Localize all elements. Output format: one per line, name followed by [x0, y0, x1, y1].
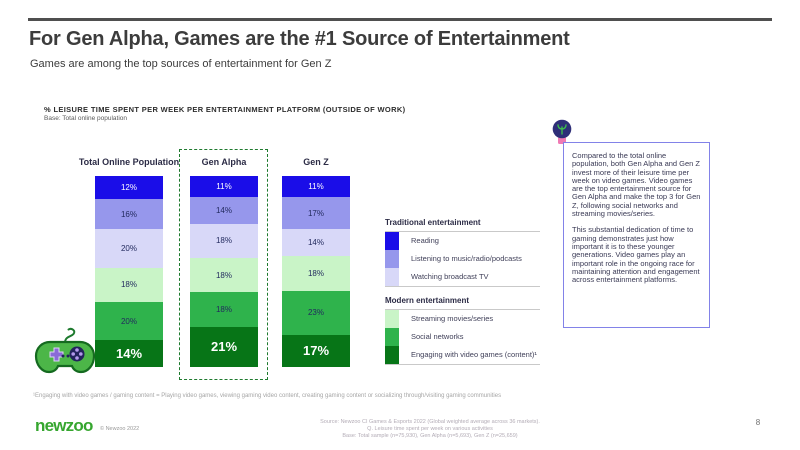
legend-group-traditional-entertainment: Traditional entertainment Reading Listenin…	[385, 218, 540, 287]
legend-label: Engaging with video games (content)¹	[411, 349, 537, 359]
source-attribution: Source: Newzoo CI Games & Esports 2022 (…	[280, 419, 580, 440]
legend-item-reading: Reading	[385, 232, 540, 250]
lightbulb-icon	[552, 119, 572, 144]
insight-text: Compared to the total online population,…	[572, 151, 701, 285]
legend-label: Reading	[411, 235, 439, 245]
legend-label: Listening to music/radio/podcasts	[411, 253, 522, 263]
legend-swatch-icon	[385, 310, 399, 328]
stacked-bar: 12% 16% 20% 18% 20% 14%	[95, 176, 163, 367]
source-line: Base: Total sample (n=75,930), Gen Alpha…	[342, 433, 518, 439]
legend-label: Social networks	[411, 331, 464, 341]
legend-swatch-icon	[385, 232, 399, 250]
chart-base-note: Base: Total online population	[44, 115, 127, 122]
bar-segment-watching-broadcast-tv: 20%	[95, 229, 163, 268]
footnote: ¹Engaging with video games / gaming cont…	[33, 393, 502, 399]
bar-segment-engaging-with-video-games-content: 21%	[190, 326, 258, 367]
newzoo-logo: newzoo	[35, 416, 93, 435]
legend-group-title: Traditional entertainment	[385, 218, 481, 227]
legend-swatch-icon	[385, 268, 399, 286]
insight-text-box: Compared to the total online population,…	[563, 142, 710, 328]
gen-alpha-highlight-box	[179, 149, 268, 380]
source-line: Source: Newzoo CI Games & Esports 2022 (…	[320, 419, 540, 425]
bar-segment-social-networks: 20%	[95, 302, 163, 341]
bar-segment-streaming-movies-series: 18%	[190, 258, 258, 293]
bar-segment-reading: 12%	[95, 176, 163, 199]
bar-category-label: Total Online Population	[78, 157, 180, 167]
chart-legend: Traditional entertainment Reading Listenin…	[385, 218, 540, 365]
legend-rows: Reading Listening to music/radio/podcasts…	[385, 231, 540, 287]
legend-swatch-icon	[385, 250, 399, 268]
legend-item-streaming-movies-series: Streaming movies/series	[385, 310, 540, 328]
bar-segment-social-networks: 23%	[282, 290, 350, 335]
page-number: 8	[755, 418, 761, 427]
bar-segment-engaging-with-video-games-content: 17%	[282, 334, 350, 367]
bar-segment-reading: 11%	[190, 176, 258, 197]
bar-column-total-online-population: Total Online Population 12% 16% 20% 18% 20% 14…	[69, 155, 189, 367]
bar-segment-listening-to-music-radio-podcasts: 16%	[95, 198, 163, 230]
bar-segment-watching-broadcast-tv: 18%	[190, 223, 258, 259]
bar-segment-reading: 11%	[282, 176, 350, 197]
bar-column-gen-z: Gen Z 11% 17% 14% 18% 23% 17%	[256, 155, 376, 367]
annotation-paragraph: This substantial dedication of time to g…	[572, 225, 700, 285]
legend-item-watching-broadcast-tv: Watching broadcast TV	[385, 268, 540, 286]
stacked-bar: 11% 17% 14% 18% 23% 17%	[282, 176, 350, 367]
legend-item-engaging-with-video-games-content: Engaging with video games (content)¹	[385, 346, 540, 364]
copyright-text: © Newzoo 2022	[100, 426, 140, 432]
legend-item-social-networks: Social networks	[385, 328, 540, 346]
legend-group-modern-entertainment: Modern entertainment Streaming movies/ser…	[385, 296, 540, 365]
bar-segment-streaming-movies-series: 18%	[282, 256, 350, 291]
annotation-paragraph: Compared to the total online population,…	[572, 151, 701, 219]
game-controller-icon	[34, 327, 96, 374]
bar-segment-listening-to-music-radio-podcasts: 17%	[282, 197, 350, 230]
bar-category-label: Gen Alpha	[201, 157, 247, 167]
page-subtitle: Games are among the top sources of enter…	[30, 58, 332, 70]
source-line: Q. Leisure time spent per week on variou…	[367, 426, 493, 432]
chart-heading: % LEISURE TIME SPENT PER WEEK PER ENTERT…	[44, 105, 406, 114]
bar-segment-listening-to-music-radio-podcasts: 14%	[190, 197, 258, 224]
legend-label: Streaming movies/series	[411, 313, 494, 323]
legend-swatch-icon	[385, 328, 399, 346]
page-title: For Gen Alpha, Games are the #1 Source o…	[29, 28, 570, 50]
bar-column-gen-alpha: Gen Alpha 11% 14% 18% 18% 18% 21%	[164, 155, 284, 367]
legend-label: Watching broadcast TV	[411, 271, 489, 281]
legend-item-listening-to-music-radio-podcasts: Listening to music/radio/podcasts	[385, 250, 540, 268]
bar-segment-streaming-movies-series: 18%	[95, 267, 163, 303]
legend-rows: Streaming movies/series Social networks En…	[385, 309, 540, 365]
bar-segment-watching-broadcast-tv: 14%	[282, 229, 350, 257]
legend-swatch-icon	[385, 346, 399, 364]
bar-segment-engaging-with-video-games-content: 14%	[95, 340, 163, 367]
stacked-bar: 11% 14% 18% 18% 18% 21%	[190, 176, 258, 367]
legend-group-title: Modern entertainment	[385, 296, 470, 305]
bar-segment-social-networks: 18%	[190, 292, 258, 327]
top-rule	[28, 18, 772, 21]
bar-category-label: Gen Z	[303, 157, 329, 167]
